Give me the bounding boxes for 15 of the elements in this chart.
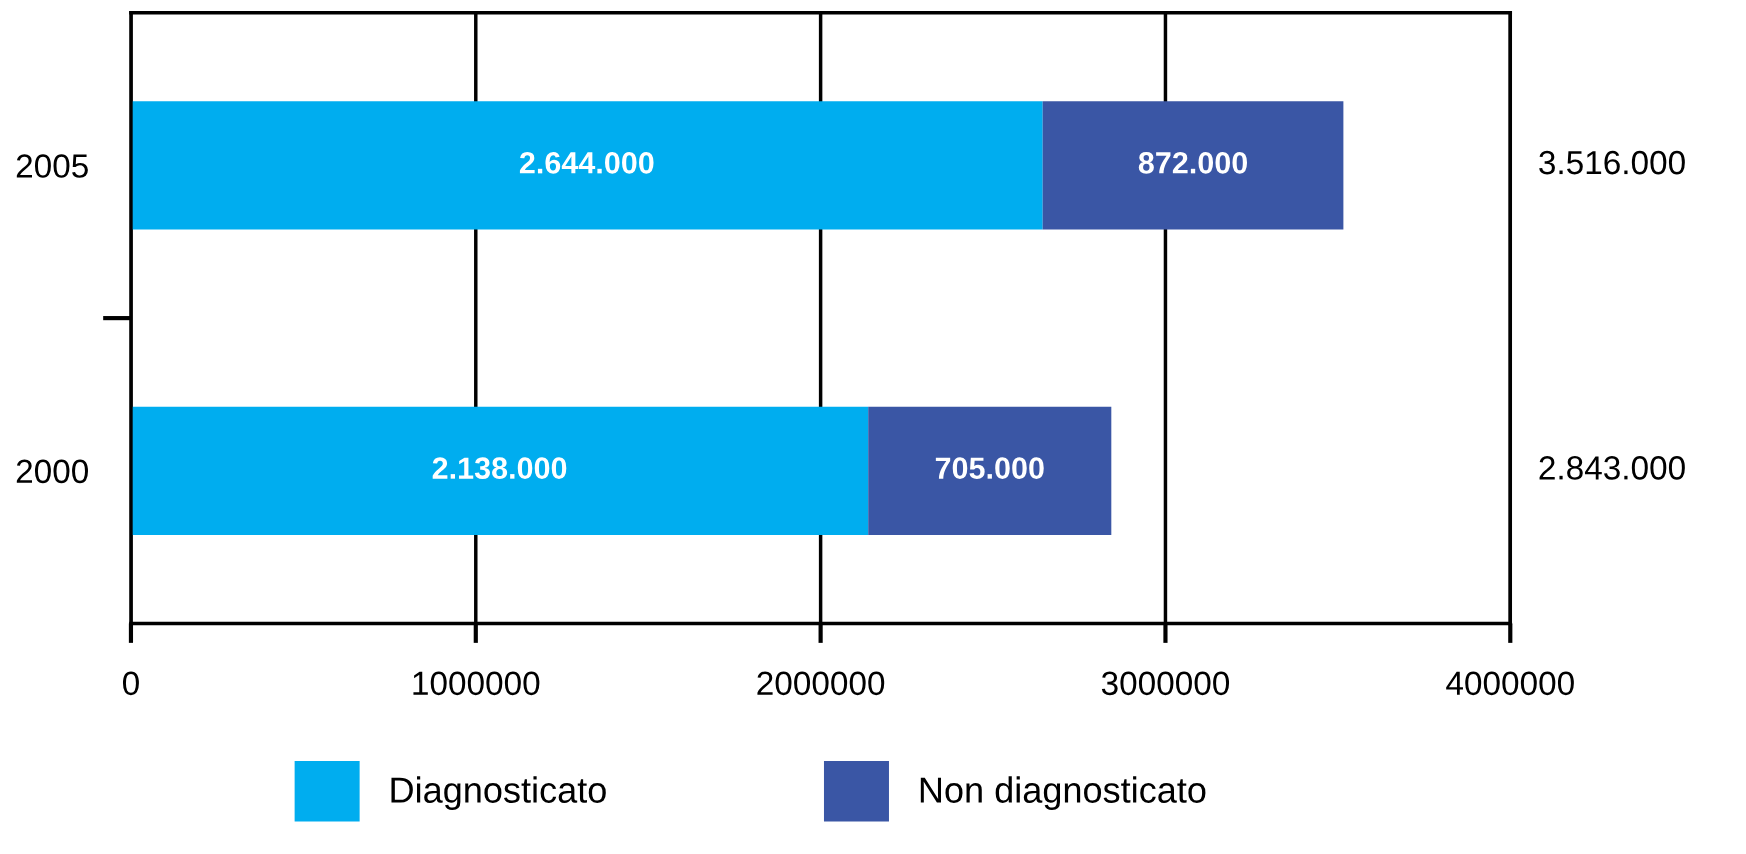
legend-label: Diagnosticato (391, 776, 606, 811)
y-tick-label: 2000 (16, 459, 88, 484)
x-tick-label: 1000000 (413, 671, 540, 696)
data-label: 2.644.000 (519, 152, 654, 174)
x-tick-label: 0 (122, 671, 139, 696)
y-tick-label: 2005 (16, 154, 88, 178)
x-tick-label: 2000000 (757, 671, 885, 696)
data-label: 872.000 (1138, 152, 1248, 174)
data-label: 705.000 (935, 457, 1044, 479)
legend-label: Non diagnosticato (920, 776, 1206, 811)
x-tick-label: 4000000 (1446, 671, 1574, 696)
text: 2.843.000 (1539, 456, 1685, 480)
text: 3.516.000 (1539, 150, 1685, 175)
x-tick-label: 3000000 (1101, 671, 1230, 696)
data-label: 2.138.000 (432, 457, 567, 480)
